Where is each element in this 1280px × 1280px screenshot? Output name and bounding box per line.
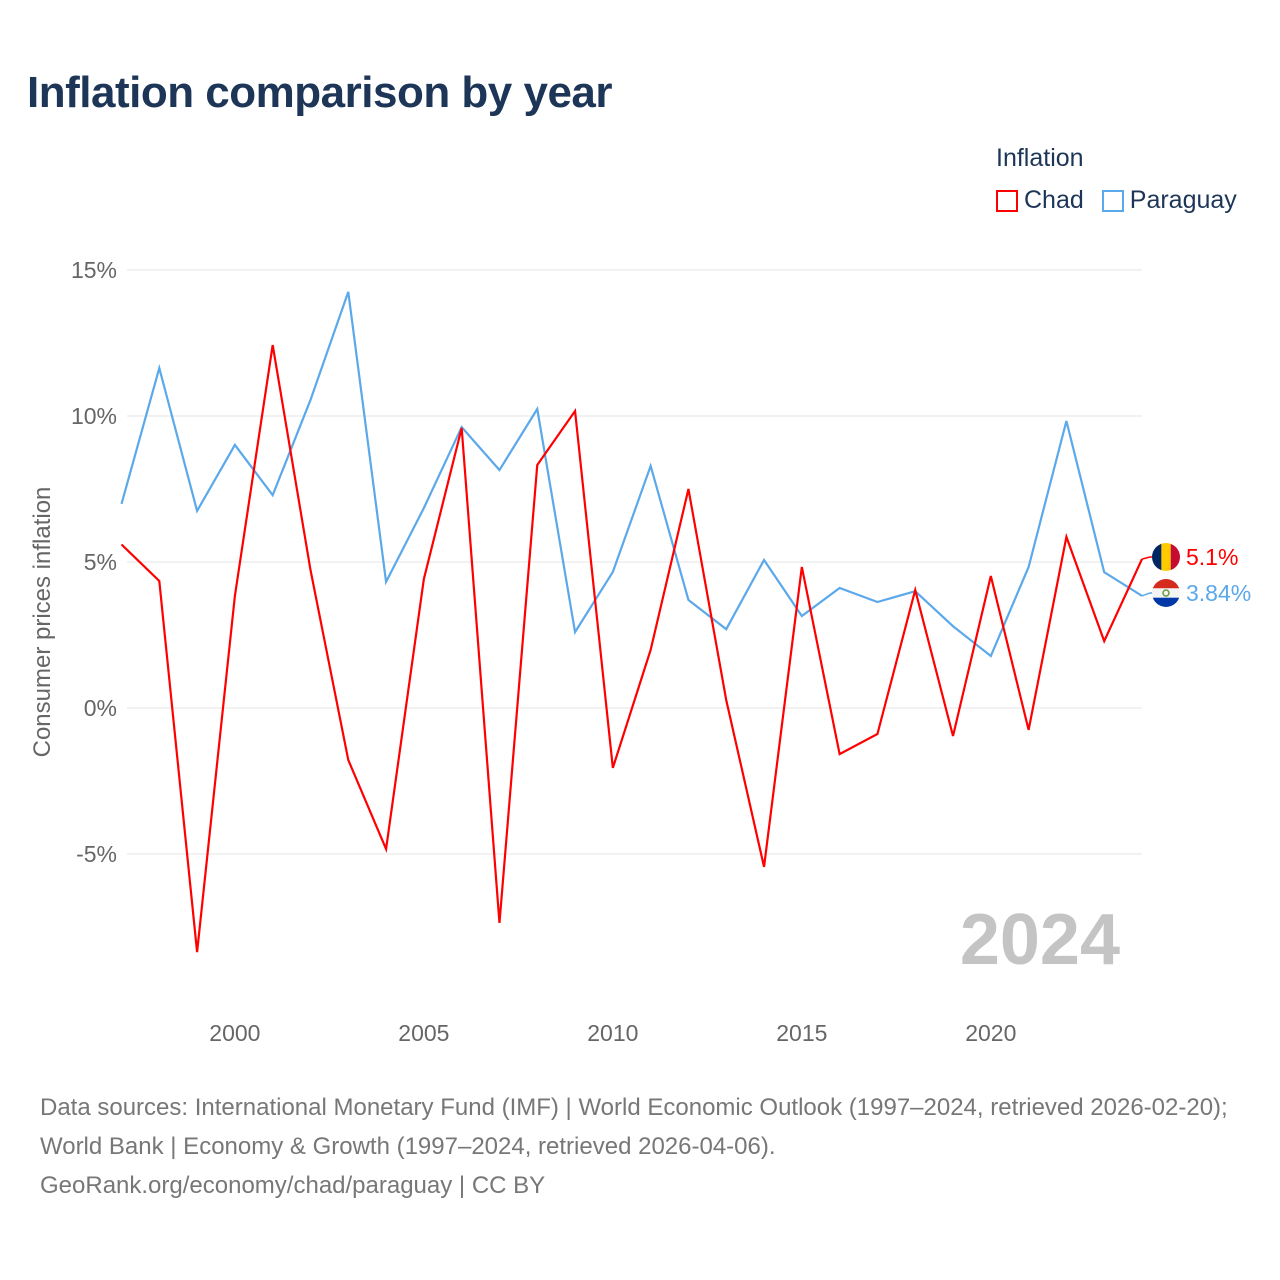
series-line-paraguay bbox=[120, 291, 1143, 658]
flag-stripe bbox=[1152, 597, 1180, 607]
x-tick-label: 2015 bbox=[776, 1020, 827, 1046]
y-tick-label: 15% bbox=[71, 257, 117, 283]
chad-flag-icon bbox=[1152, 543, 1180, 571]
x-tick-label: 2020 bbox=[965, 1020, 1016, 1046]
flag-body bbox=[1152, 543, 1180, 571]
flag-body bbox=[1152, 579, 1180, 607]
chart-title: Inflation comparison by year bbox=[27, 68, 613, 117]
legend-swatch-chad bbox=[996, 189, 1018, 212]
flag-stripe bbox=[1170, 543, 1180, 571]
flag-emblem bbox=[1162, 589, 1170, 597]
legend-item-chad[interactable]: Chad bbox=[996, 186, 1084, 215]
flag-stripe bbox=[1152, 588, 1180, 598]
source-text: Data sources: International Monetary Fun… bbox=[40, 1094, 1228, 1160]
x-tick-label: 2005 bbox=[398, 1020, 449, 1046]
legend-label: Chad bbox=[1024, 186, 1084, 214]
source-link[interactable]: GeoRank.org/economy/chad/paraguay | CC B… bbox=[40, 1172, 546, 1199]
legend-swatch-paraguay bbox=[1101, 189, 1124, 212]
x-tick-label: 2000 bbox=[209, 1020, 260, 1046]
y-tick-label: 0% bbox=[84, 695, 117, 721]
x-tick-label: 2010 bbox=[587, 1020, 638, 1046]
y-tick-label: -5% bbox=[76, 841, 117, 867]
end-value-label: 5.1% bbox=[1186, 544, 1238, 570]
line-chart: 15% 10% 5% 0% -5% 2000 2005 2010 2015 2020 2024 C… bbox=[29, 257, 1251, 1046]
end-value-label: 3.84% bbox=[1186, 580, 1251, 606]
y-tick-label: 10% bbox=[71, 403, 117, 429]
legend-label: Paraguay bbox=[1129, 186, 1237, 214]
flag-stripe bbox=[1152, 543, 1162, 571]
legend-item-paraguay[interactable]: Paraguay bbox=[1101, 186, 1237, 215]
y-axis-label: Consumer prices inflation bbox=[29, 487, 56, 758]
paraguay-flag-icon bbox=[1152, 579, 1180, 607]
flag-stripe bbox=[1152, 579, 1180, 589]
flag-stripe bbox=[1161, 543, 1171, 571]
series-line-chad bbox=[120, 344, 1143, 953]
y-tick-label: 5% bbox=[84, 549, 117, 575]
legend-title: Inflation bbox=[996, 144, 1084, 172]
year-watermark: 2024 bbox=[960, 900, 1120, 980]
source-note: Data sources: International Monetary Fun… bbox=[40, 1088, 1250, 1205]
legend: Chad Paraguay bbox=[996, 186, 1237, 215]
